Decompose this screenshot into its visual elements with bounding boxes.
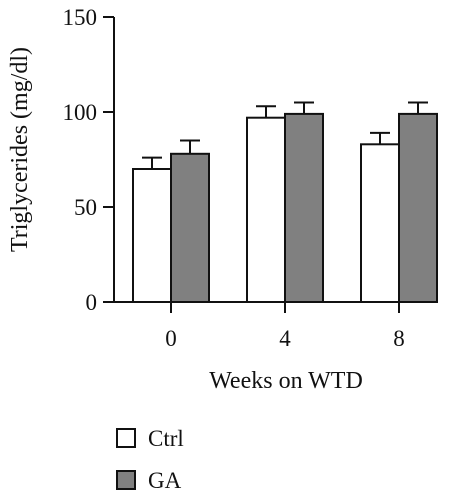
bar-ctrl-week-0: [132, 168, 172, 303]
bar-ga-week-0: [170, 152, 210, 303]
bar-ga-week-4: [284, 112, 324, 304]
y-tick-label: 100: [63, 100, 98, 125]
bar-ctrl-week-4: [246, 116, 286, 303]
legend-swatch-ctrl: [116, 428, 136, 448]
x-tick-label: 8: [393, 326, 405, 351]
bar-ga-week-8: [398, 112, 438, 304]
plot-area: [132, 101, 438, 304]
x-tick-label: 0: [165, 326, 177, 351]
x-tick-label: 4: [279, 326, 291, 351]
y-tick-label: 150: [63, 5, 98, 30]
legend-label-ctrl: Ctrl: [148, 426, 184, 451]
bar-ctrl-week-8: [360, 143, 400, 303]
y-axis: 0 50 100 150: [63, 5, 115, 315]
legend-label-ga: GA: [148, 468, 182, 493]
y-axis-title: Triglycerides (mg/dl): [7, 47, 33, 252]
y-tick-label: 0: [86, 290, 98, 315]
x-axis: 0 4 8: [114, 301, 418, 351]
legend: Ctrl GA: [116, 426, 184, 493]
x-axis-title: Weeks on WTD: [209, 368, 363, 394]
legend-swatch-ga: [116, 470, 136, 490]
y-tick-label: 50: [74, 195, 97, 220]
